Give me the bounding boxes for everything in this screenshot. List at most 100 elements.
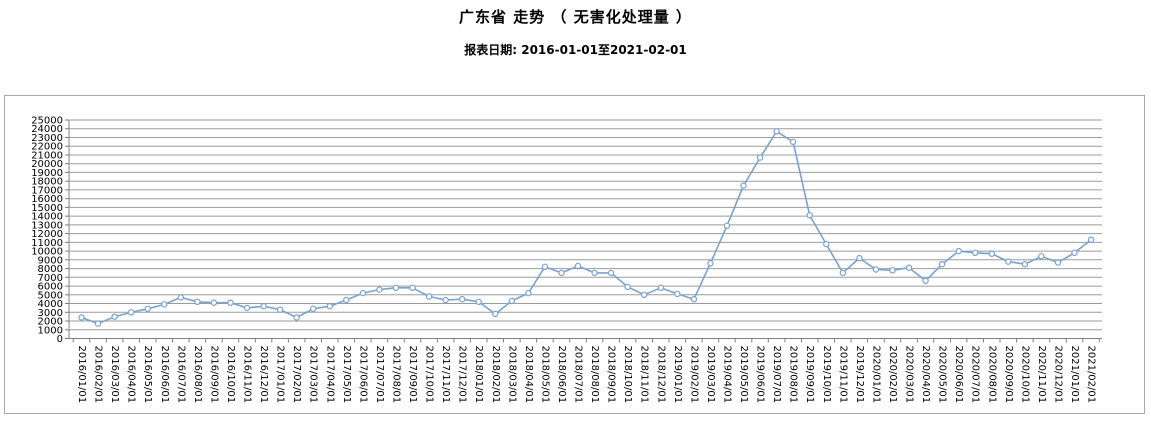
x-tick-label: 2018/03/01 [506, 346, 517, 404]
x-tick-label: 2019/04/01 [722, 346, 733, 404]
chart-title: 广东省 走势 （ 无害化处理量 ） [459, 8, 692, 26]
y-tick-label: 25000 [31, 116, 63, 127]
y-gridlines-and-labels: 0100020003000400050006000700080009000100… [31, 116, 1102, 345]
x-tick-label: 2017/01/01 [275, 346, 286, 404]
data-point [111, 313, 118, 320]
data-point [690, 295, 698, 303]
data-point [425, 293, 433, 300]
data-point [938, 260, 946, 268]
data-point [260, 302, 267, 310]
x-tick-label: 2020/10/01 [1019, 346, 1030, 404]
data-point [574, 262, 582, 270]
trend-line-chart: 0100020003000400050006000700080009000100… [31, 116, 1102, 404]
x-tick-label: 2019/11/01 [837, 346, 848, 404]
data-point [194, 298, 201, 305]
x-tick-label: 2019/10/01 [821, 346, 832, 404]
data-point [525, 289, 532, 297]
x-tick-label: 2019/05/01 [738, 346, 749, 404]
y-tick-label: 20000 [31, 159, 63, 170]
y-tick-label: 13000 [31, 220, 63, 231]
x-tick-label: 2020/11/01 [1036, 346, 1047, 404]
data-point [972, 249, 979, 256]
x-tick-label: 2020/06/01 [953, 346, 964, 404]
x-tick-label: 2021/02/01 [1086, 346, 1097, 404]
x-tick-label: 2020/08/01 [986, 346, 997, 404]
y-tick-label: 19000 [31, 168, 63, 179]
x-tick-label: 2017/05/01 [341, 346, 352, 404]
y-tick-label: 15000 [31, 203, 63, 214]
data-point [988, 250, 996, 257]
x-tick-label: 2016/11/01 [242, 346, 253, 404]
x-tick-label: 2019/08/01 [788, 346, 799, 404]
x-tick-label: 2018/02/01 [490, 346, 501, 404]
data-point [492, 310, 499, 318]
y-tick-label: 17000 [31, 185, 63, 196]
data-point [707, 260, 714, 267]
x-tick-label: 2020/07/01 [970, 346, 981, 404]
data-point [1087, 236, 1095, 243]
data-point [674, 290, 681, 298]
x-tick-label: 2018/04/01 [523, 346, 534, 404]
x-tick-label: 2017/04/01 [324, 346, 335, 404]
x-tick-label: 2018/10/01 [622, 346, 633, 404]
x-tick-labels: 2016/01/01 2016/02/01 2016/03/01 2016/04/01… [76, 346, 1097, 404]
x-tick-label: 2016/03/01 [109, 346, 120, 404]
data-point [409, 284, 416, 291]
data-point [905, 264, 913, 271]
y-tick-label: 3000 [38, 308, 63, 319]
y-tick-label: 22000 [31, 142, 63, 153]
data-point [806, 212, 813, 219]
y-tick-label: 18000 [31, 177, 63, 188]
y-tick-label: 24000 [31, 124, 63, 135]
data-point [889, 267, 896, 274]
x-tick-label: 2020/05/01 [937, 346, 948, 404]
x-ticks [72, 338, 1100, 343]
data-point [392, 284, 400, 291]
data-point [723, 222, 731, 230]
x-tick-label: 2016/08/01 [192, 346, 203, 404]
data-point [558, 269, 565, 277]
x-tick-label: 2018/09/01 [606, 346, 617, 404]
y-tick-label: 7000 [38, 273, 63, 284]
x-tick-label: 2018/12/01 [655, 346, 666, 404]
data-point [872, 266, 880, 273]
data-point [177, 294, 184, 301]
x-tick-label: 2018/06/01 [556, 346, 567, 404]
data-point [78, 314, 85, 321]
x-tick-label: 2018/08/01 [589, 346, 600, 404]
x-tick-label: 2017/10/01 [424, 346, 435, 404]
y-tick-label: 8000 [38, 264, 63, 275]
data-point [624, 283, 631, 291]
x-tick-label: 2019/02/01 [688, 346, 699, 404]
data-point-markers [78, 128, 1095, 327]
x-tick-label: 2018/11/01 [639, 346, 650, 404]
x-tick-label: 2016/09/01 [208, 346, 219, 404]
x-tick-label: 2016/01/01 [76, 346, 87, 404]
y-tick-label: 5000 [38, 290, 63, 301]
x-tick-label: 2018/01/01 [473, 346, 484, 404]
x-tick-label: 2017/08/01 [390, 346, 401, 404]
y-tick-label: 10000 [31, 247, 63, 258]
x-tick-label: 2020/09/01 [1003, 346, 1014, 404]
data-point [773, 128, 780, 135]
data-point [1054, 259, 1062, 266]
data-point [1021, 260, 1029, 268]
data-point [607, 269, 615, 277]
y-tick-label: 23000 [31, 133, 63, 144]
data-point [376, 286, 383, 293]
data-point [227, 299, 234, 306]
data-point [508, 297, 515, 305]
y-tick-label: 9000 [38, 255, 63, 266]
data-point [823, 240, 830, 248]
data-point [343, 296, 350, 304]
data-point [243, 304, 251, 312]
y-tick-label: 0 [57, 334, 63, 345]
x-tick-label: 2016/05/01 [142, 346, 153, 404]
data-point [94, 320, 102, 327]
x-tick-label: 2021/01/01 [1069, 346, 1080, 404]
x-tick-label: 2020/01/01 [870, 346, 881, 404]
data-point [359, 289, 367, 297]
y-tick-label: 14000 [31, 212, 63, 223]
y-tick-label: 2000 [38, 317, 63, 328]
